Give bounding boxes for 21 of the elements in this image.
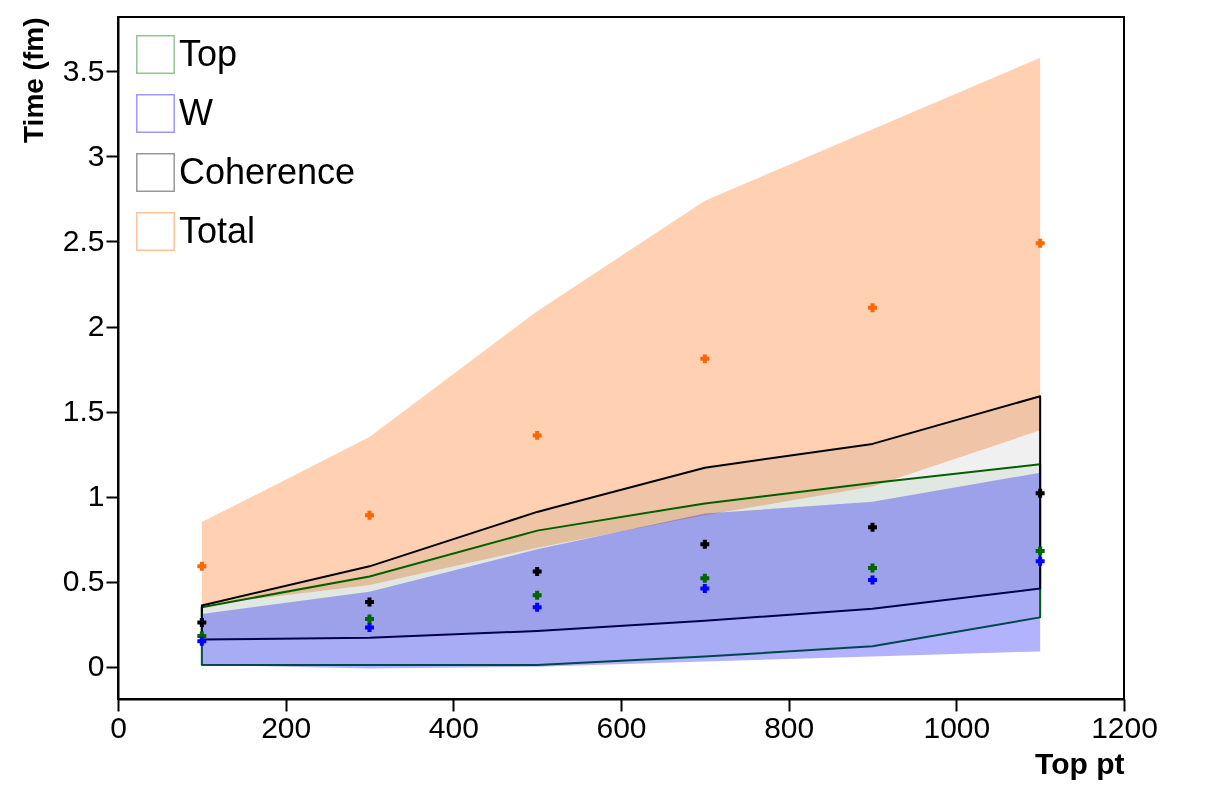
legend-label: Total (179, 209, 256, 251)
x-tick-label: 200 (261, 710, 312, 744)
x-tick-label: 400 (428, 710, 479, 744)
y-axis-title: Time (fm) (17, 17, 49, 143)
y-tick-label: 1.5 (62, 394, 105, 428)
y-tick-label: 1 (87, 479, 105, 513)
y-tick-label: 3 (87, 138, 105, 172)
x-tick-label: 1200 (1091, 710, 1158, 744)
x-axis-title: Top pt (1035, 746, 1125, 780)
x-tick-label: 1000 (923, 710, 991, 744)
x-tick-label: 800 (764, 710, 815, 744)
legend-label: Top (179, 32, 238, 74)
legend-label: W (179, 91, 213, 133)
y-tick-label: 2.5 (62, 224, 105, 257)
y-tick-label: 2 (87, 309, 105, 343)
x-tick-label: 0 (110, 710, 127, 744)
y-tick-label: 0.5 (62, 564, 105, 598)
x-tick-label: 600 (596, 710, 647, 744)
y-tick-label: 3.5 (62, 53, 105, 87)
y-tick-label: 0 (87, 649, 105, 683)
legend-label: Coherence (179, 150, 356, 192)
